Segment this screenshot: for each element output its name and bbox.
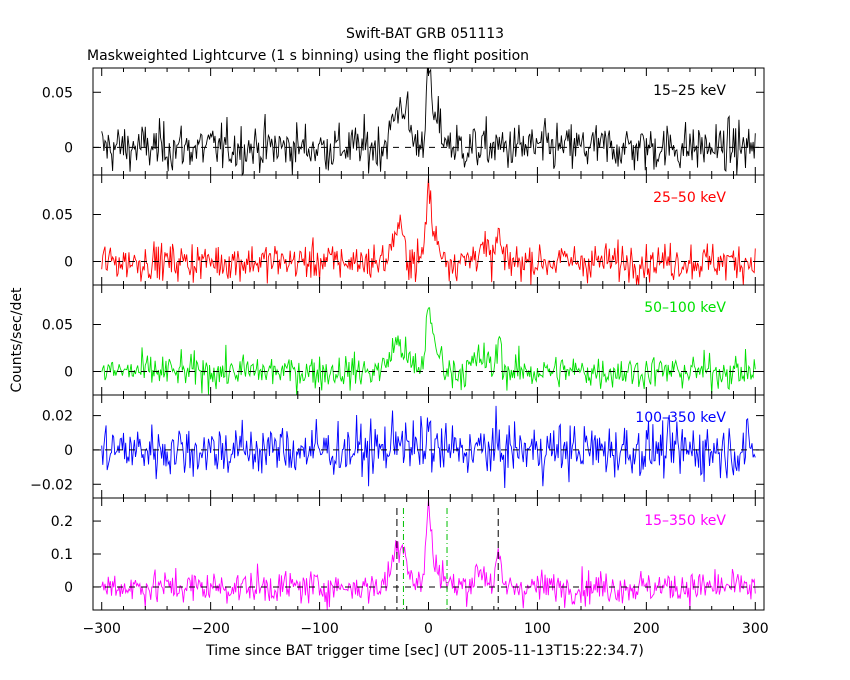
x-tick-label: 100 (524, 621, 551, 637)
y-tick-label: 0 (64, 364, 73, 380)
panel-label: 50–100 keV (644, 300, 726, 316)
y-tick-label: −0.02 (30, 477, 73, 493)
y-tick-label: 0.2 (51, 514, 73, 530)
panel-4: −0.02 0 0.02 100–350 keV (30, 394, 765, 499)
y-tick-label: 0 (64, 443, 73, 459)
y-tick-label: 0 (64, 580, 73, 596)
panels-group: 0 0.05 15–25 keV 0 0.05 25–50 keV 0 0.05 50–100 … (30, 67, 769, 637)
panel-label: 15–350 keV (644, 513, 726, 529)
y-tick-label: 0.1 (51, 547, 73, 563)
panel-label: 25–50 keV (653, 190, 726, 206)
x-tick-label: −200 (191, 621, 229, 637)
x-axis-label: Time since BAT trigger time [sec] (UT 20… (205, 643, 644, 659)
panel-label: 15–25 keV (653, 83, 726, 99)
series-line-4 (101, 405, 756, 488)
x-tick-label: 300 (742, 621, 769, 637)
y-tick-label: 0.05 (42, 207, 73, 223)
series-line-3 (101, 307, 756, 396)
y-tick-label: 0.02 (42, 409, 73, 425)
panel-5: 0 0.1 0.2 15–350 keV (51, 497, 765, 611)
chart-title: Swift-BAT GRB 051113 (346, 26, 504, 42)
y-tick-label: 0.05 (42, 317, 73, 333)
x-tick-label: −300 (82, 621, 120, 637)
chart-subtitle: Maskweighted Lightcurve (1 s binning) us… (87, 48, 529, 64)
x-tick-label: 0 (424, 621, 433, 637)
y-tick-label: 0 (64, 254, 73, 270)
panel-label: 100–350 keV (635, 410, 726, 426)
x-tick-label: 200 (633, 621, 660, 637)
y-axis-label: Counts/sec/det (9, 287, 25, 392)
y-tick-label: 0.05 (42, 85, 73, 101)
panel-1: 0 0.05 15–25 keV (42, 67, 765, 177)
x-tick-label: −100 (300, 621, 338, 637)
y-tick-label: 0 (64, 140, 73, 156)
panel-3: 0 0.05 50–100 keV (42, 284, 765, 396)
panel-2: 0 0.05 25–50 keV (42, 174, 765, 286)
